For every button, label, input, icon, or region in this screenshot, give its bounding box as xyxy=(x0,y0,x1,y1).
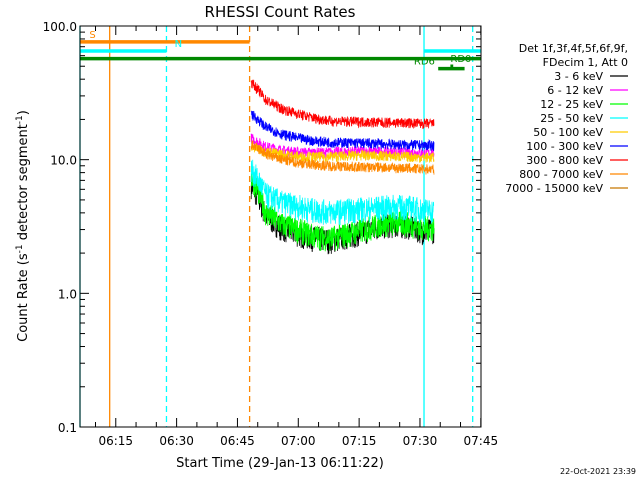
x-tick-label: 06:30 xyxy=(159,434,194,448)
y-axis-label: Count Rate (s-1 detector segment-1) xyxy=(15,110,31,342)
x-tick-label: 07:45 xyxy=(464,434,499,448)
legend-entry-label: 12 - 25 keV xyxy=(540,98,603,111)
legend-header: Det 1f,3f,4f,5f,6f,9f, xyxy=(519,42,628,55)
flag-label: N xyxy=(175,39,182,50)
y-axis-ticks: 0.1 1.0 10.0 100.0 xyxy=(43,20,481,435)
legend-entry-label: 6 - 12 keV xyxy=(547,84,603,97)
x-tick-label: 06:45 xyxy=(220,434,255,448)
series-line xyxy=(250,110,435,151)
legend: Det 1f,3f,4f,5f,6f,9f,FDecim 1, Att 03 -… xyxy=(505,42,628,195)
flag-bars: S N RD0 RD6 xyxy=(80,30,481,71)
series-line xyxy=(250,79,435,130)
series-line xyxy=(250,140,435,175)
x-tick-label: 06:15 xyxy=(98,434,133,448)
legend-entry-label: 300 - 800 keV xyxy=(526,154,603,167)
legend-header: FDecim 1, Att 0 xyxy=(543,56,628,69)
flag-label: RD6 xyxy=(414,57,435,68)
flag-label: RD0 xyxy=(450,54,471,65)
x-axis-ticks: 06:15 06:30 06:45 07:00 07:15 07:30 07:45 xyxy=(94,26,499,448)
x-tick-label: 07:15 xyxy=(342,434,377,448)
legend-entry-label: 50 - 100 keV xyxy=(533,126,603,139)
legend-entry-label: 3 - 6 keV xyxy=(554,70,603,83)
x-tick-label: 07:00 xyxy=(281,434,316,448)
series-line xyxy=(250,159,435,226)
x-tick-label: 07:30 xyxy=(403,434,438,448)
flag-label: S xyxy=(89,30,95,41)
footer-timestamp: 22-Oct-2021 23:39 xyxy=(560,467,636,476)
legend-entry-label: 25 - 50 keV xyxy=(540,112,603,125)
plot-frame xyxy=(79,25,482,428)
x-axis-label: Start Time (29-Jan-13 06:11:22) xyxy=(176,456,384,471)
chart-title: RHESSI Count Rates xyxy=(205,3,356,21)
legend-entry-label: 7000 - 15000 keV xyxy=(505,182,603,195)
y-tick-label: 0.1 xyxy=(58,421,77,435)
y-tick-label: 1.0 xyxy=(58,287,77,301)
y-tick-label: 10.0 xyxy=(50,154,77,168)
series-lines xyxy=(250,79,435,255)
legend-entry-label: 100 - 300 keV xyxy=(526,140,603,153)
y-tick-label: 100.0 xyxy=(43,20,77,34)
legend-entry-label: 800 - 7000 keV xyxy=(519,168,603,181)
